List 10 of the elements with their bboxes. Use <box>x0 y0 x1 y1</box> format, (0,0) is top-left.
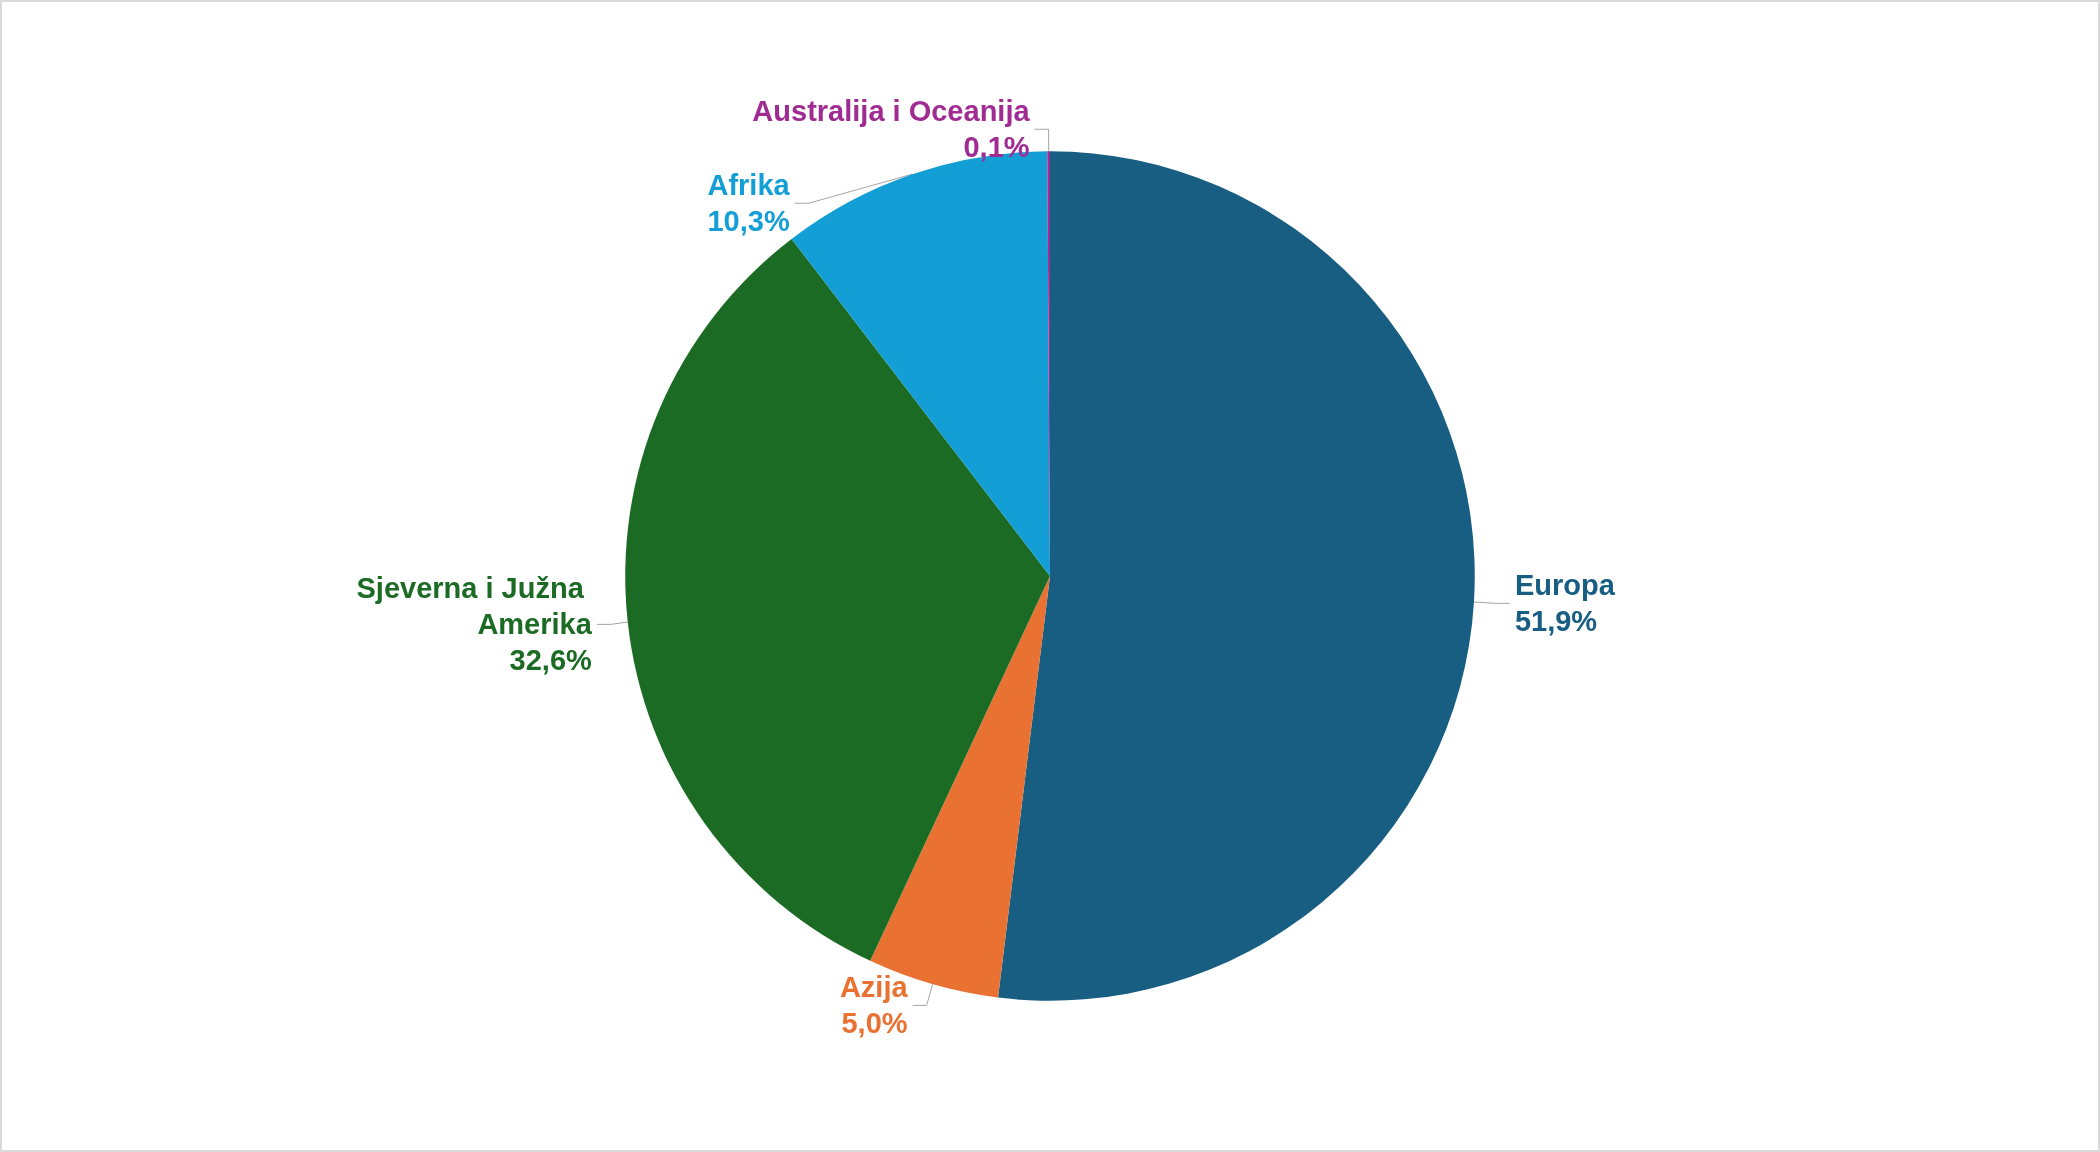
slice-label: Europa <box>1514 569 1616 602</box>
slice-label: Sjeverna i Južna Amerika <box>356 572 593 641</box>
slice-label: Afrika <box>707 169 791 202</box>
slice-label: Azija <box>839 971 909 1004</box>
data-label: 51,9% <box>1514 605 1598 638</box>
data-label: 32,6% <box>509 644 593 677</box>
slice-label: Australija i Oceanija <box>752 95 1031 128</box>
data-label: 0,1% <box>963 131 1030 164</box>
data-label: 10,3% <box>707 205 790 238</box>
data-label: 5,0% <box>841 1007 908 1040</box>
